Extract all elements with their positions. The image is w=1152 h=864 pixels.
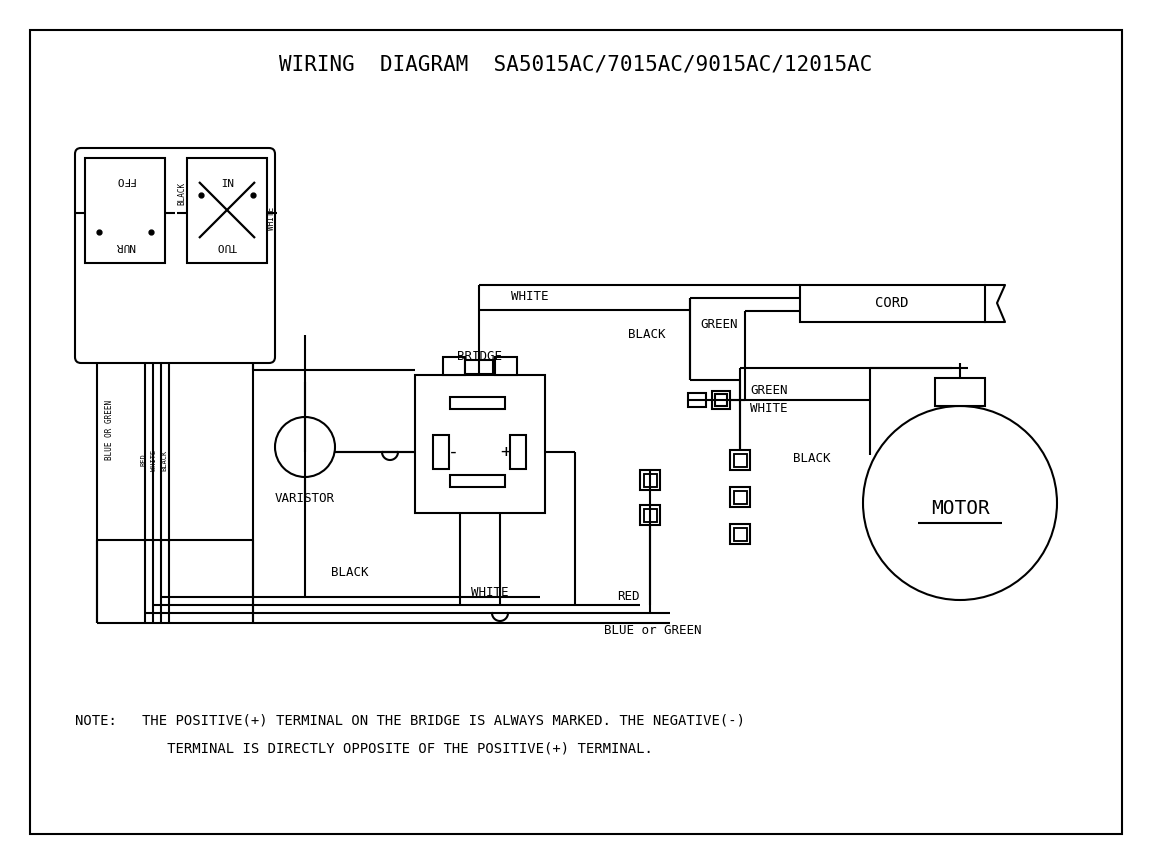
Bar — [641, 505, 660, 525]
Bar — [85, 158, 165, 263]
Text: WIRING  DIAGRAM  SA5015AC/7015AC/9015AC/12015AC: WIRING DIAGRAM SA5015AC/7015AC/9015AC/12… — [279, 55, 873, 75]
Bar — [641, 470, 660, 490]
Text: BRIDGE: BRIDGE — [457, 351, 502, 364]
Text: BLACK: BLACK — [332, 567, 369, 580]
Bar — [734, 491, 746, 504]
Text: BLACK: BLACK — [793, 452, 831, 465]
FancyBboxPatch shape — [75, 148, 275, 363]
Text: BLACK: BLACK — [161, 449, 167, 471]
Text: RED: RED — [617, 590, 639, 603]
Text: FFO: FFO — [115, 175, 135, 185]
Text: WHITE: WHITE — [471, 587, 509, 600]
Bar — [688, 393, 706, 407]
Text: TERMINAL IS DIRECTLY OPPOSITE OF THE POSITIVE(+) TERMINAL.: TERMINAL IS DIRECTLY OPPOSITE OF THE POS… — [75, 741, 653, 755]
Text: CORD: CORD — [876, 296, 909, 310]
Bar — [734, 454, 746, 467]
Text: WHITE: WHITE — [266, 206, 275, 230]
Bar — [730, 487, 750, 507]
Bar — [433, 435, 449, 469]
Text: GREEN: GREEN — [750, 384, 788, 397]
Bar — [510, 435, 526, 469]
Text: WHITE: WHITE — [750, 402, 788, 415]
Bar — [715, 394, 727, 406]
Text: NI: NI — [220, 175, 234, 185]
Text: -: - — [448, 443, 458, 461]
Text: BLACK: BLACK — [177, 181, 187, 205]
Bar — [450, 475, 505, 487]
Bar — [799, 285, 985, 322]
Text: +: + — [501, 443, 511, 461]
Bar — [187, 158, 267, 263]
Text: NOTE:   THE POSITIVE(+) TERMINAL ON THE BRIDGE IS ALWAYS MARKED. THE NEGATIVE(-): NOTE: THE POSITIVE(+) TERMINAL ON THE BR… — [75, 713, 745, 727]
Bar — [734, 528, 746, 541]
Bar — [450, 397, 505, 409]
Circle shape — [863, 406, 1058, 600]
Text: VARISTOR: VARISTOR — [275, 492, 335, 505]
Bar — [415, 375, 545, 513]
Text: NUR: NUR — [115, 241, 135, 251]
Text: WHITE: WHITE — [151, 449, 157, 471]
Bar — [495, 357, 517, 375]
Bar — [444, 357, 465, 375]
Bar — [935, 378, 985, 406]
Bar — [730, 450, 750, 470]
Bar — [730, 524, 750, 544]
Text: MOTOR: MOTOR — [931, 499, 990, 518]
Text: WHITE: WHITE — [511, 290, 548, 303]
Text: RED: RED — [141, 454, 146, 467]
Circle shape — [275, 417, 335, 477]
Text: TUO: TUO — [217, 241, 237, 251]
Bar — [712, 391, 730, 409]
Bar — [465, 360, 493, 374]
Text: BLUE OR GREEN: BLUE OR GREEN — [105, 400, 114, 460]
Text: BLACK: BLACK — [628, 328, 666, 341]
Text: BLUE or GREEN: BLUE or GREEN — [604, 625, 702, 638]
Bar — [644, 509, 657, 522]
Text: GREEN: GREEN — [700, 319, 737, 332]
Bar — [644, 474, 657, 487]
